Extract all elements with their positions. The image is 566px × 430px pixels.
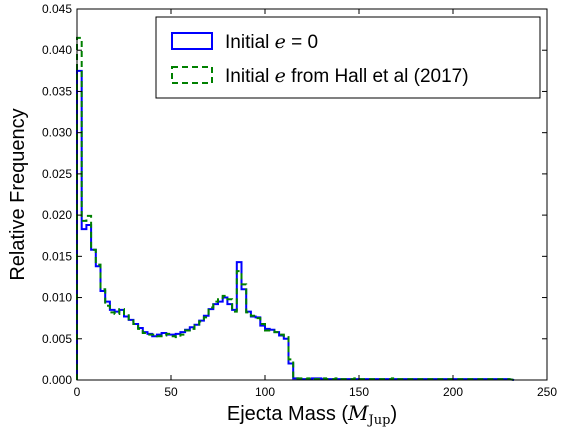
x-tick-label: 200 [443,385,463,399]
legend-swatch-series-0 [171,32,213,50]
x-axis-title-suffix: ) [390,403,397,425]
y-tick-label: 0.000 [42,373,72,387]
plot-frame [76,8,548,381]
legend-label-1-symbol: e [275,65,286,87]
x-axis-title-symbol: M [347,401,369,425]
legend-label-0-prefix: Initial [225,32,275,53]
y-tick-label: 0.010 [42,291,72,305]
x-tick-label: 50 [164,385,178,399]
series-layer [76,36,515,381]
y-tick-label: 0.030 [42,126,72,140]
x-axis-title-subscript: Jup [367,413,391,428]
y-tick-label: 0.045 [42,2,72,16]
legend-label-0-suffix: = 0 [286,32,318,53]
y-tick-label: 0.035 [42,84,72,98]
histogram-series-1 [76,36,515,381]
y-axis-title: Relative Frequency [7,108,29,280]
legend: Initial e = 0 Initial e from Hall et al … [155,16,541,99]
legend-swatch-series-1 [171,66,213,84]
legend-label-1-prefix: Initial [225,66,275,87]
y-tick-label: 0.005 [42,332,72,346]
y-tick-label: 0.020 [42,208,72,222]
x-tick-label: 150 [349,385,369,399]
legend-box [155,16,541,99]
x-tick-label: 100 [255,385,275,399]
x-axis-title-prefix: Ejecta Mass ( [227,403,348,425]
y-tick-label: 0.015 [42,249,72,263]
x-tick-label: 250 [537,385,557,399]
legend-label-series-1: Initial e from Hall et al (2017) [225,65,469,87]
legend-label-0-symbol: e [275,31,286,53]
ticks-layer: 0 50 100 150 200 250 0.000 0.005 0.010 0.015 0.020… [42,2,557,399]
x-axis-title: Ejecta Mass (MJup) [227,401,397,428]
legend-label-1-suffix: from Hall et al (2017) [286,66,469,87]
x-tick-label: 0 [74,385,81,399]
y-tick-label: 0.025 [42,167,72,181]
y-tick-label: 0.040 [42,43,72,57]
legend-label-series-0: Initial e = 0 [225,31,318,53]
